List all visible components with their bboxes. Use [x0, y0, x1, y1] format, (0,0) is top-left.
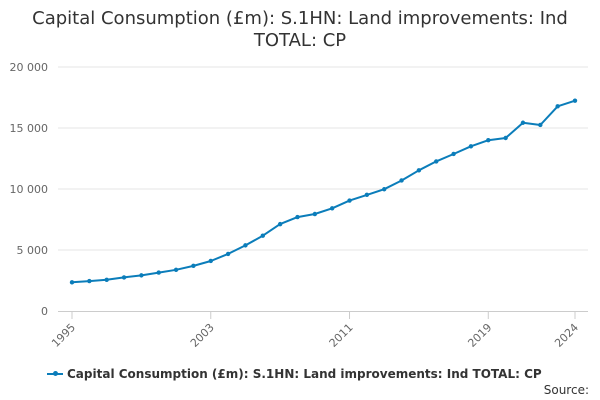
- x-tick-label: 2003: [188, 321, 217, 350]
- data-point[interactable]: [416, 168, 422, 173]
- data-point[interactable]: [139, 273, 144, 278]
- data-point[interactable]: [520, 120, 526, 125]
- data-point[interactable]: [503, 135, 508, 141]
- data-point[interactable]: [572, 98, 578, 103]
- data-point[interactable]: [364, 192, 370, 198]
- y-tick-label: 0: [41, 305, 48, 318]
- data-point[interactable]: [69, 280, 75, 285]
- x-axis: [58, 311, 588, 319]
- data-point[interactable]: [434, 159, 439, 164]
- data-point[interactable]: [486, 138, 491, 143]
- data-point[interactable]: [399, 178, 404, 183]
- chart-title: Capital Consumption (£m): S.1HN: Land im…: [32, 8, 568, 51]
- data-point[interactable]: [347, 198, 352, 203]
- legend[interactable]: Capital Consumption (£m): S.1HN: Land im…: [47, 365, 542, 383]
- series-layer: [69, 98, 578, 285]
- data-point[interactable]: [243, 243, 248, 248]
- x-tick-label: 2019: [465, 321, 494, 350]
- data-point[interactable]: [104, 277, 109, 282]
- source-label: Source:: [543, 383, 589, 397]
- y-tick-label: 15 000: [10, 122, 49, 135]
- data-point[interactable]: [260, 233, 265, 238]
- data-point[interactable]: [173, 267, 179, 272]
- y-tick-label: 10 000: [10, 183, 49, 196]
- x-tick-label: 2024: [552, 321, 581, 350]
- y-tick-label: 20 000: [10, 61, 49, 74]
- data-point[interactable]: [208, 258, 213, 264]
- series-line: [71, 99, 576, 284]
- data-point[interactable]: [295, 214, 300, 220]
- data-point[interactable]: [191, 263, 196, 269]
- y-tick-label: 5 000: [17, 244, 49, 257]
- data-point[interactable]: [156, 270, 161, 275]
- data-point[interactable]: [277, 221, 283, 227]
- data-point[interactable]: [555, 104, 560, 109]
- data-point[interactable]: [87, 278, 92, 284]
- y-axis-labels: 0 5 000 10 000 15 000 20 000: [10, 61, 49, 318]
- grid-lines: [58, 66, 588, 251]
- x-axis-labels: 1995 2003 2011 2019 2024: [49, 321, 581, 350]
- data-point[interactable]: [451, 151, 456, 157]
- data-point[interactable]: [312, 211, 318, 217]
- data-point[interactable]: [225, 251, 231, 257]
- legend-label: Capital Consumption (£m): S.1HN: Land im…: [67, 367, 542, 381]
- data-point[interactable]: [329, 206, 335, 211]
- data-point[interactable]: [538, 122, 543, 128]
- data-point[interactable]: [382, 187, 387, 192]
- x-tick-label: 1995: [49, 321, 78, 350]
- data-point[interactable]: [468, 144, 474, 149]
- x-tick-label: 2011: [327, 321, 356, 350]
- legend-swatch: [47, 368, 63, 380]
- data-point[interactable]: [121, 275, 127, 280]
